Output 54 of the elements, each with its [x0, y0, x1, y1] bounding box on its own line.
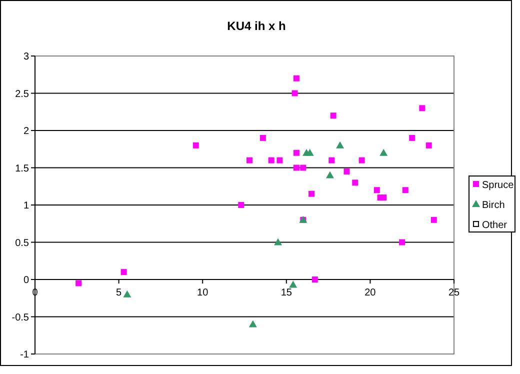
y-tick-label: 2.5 — [15, 88, 30, 100]
y-tick-label: -0.5 — [12, 312, 30, 324]
legend-label: Spruce — [482, 180, 514, 191]
point — [248, 320, 257, 328]
point — [308, 190, 315, 197]
point — [192, 142, 199, 148]
x-tick-label: 25 — [448, 288, 460, 298]
point — [260, 134, 266, 141]
point — [246, 157, 253, 164]
point — [374, 187, 380, 194]
point — [292, 90, 298, 96]
legend-label: Other — [482, 220, 508, 231]
point — [123, 290, 132, 298]
point — [358, 157, 365, 164]
point — [419, 105, 426, 112]
point — [326, 171, 334, 178]
y-tick-label: 0.5 — [15, 238, 30, 249]
point — [328, 157, 335, 164]
point — [409, 134, 416, 141]
point — [380, 194, 387, 201]
point — [312, 276, 318, 282]
x-tick-label: 20 — [364, 288, 376, 298]
point — [336, 141, 344, 148]
point — [380, 148, 388, 156]
point — [306, 148, 314, 156]
y-tick-label: 3 — [23, 52, 30, 62]
point — [330, 112, 336, 119]
y-tick-label: 1.5 — [15, 163, 30, 174]
point — [268, 157, 274, 164]
y-tick-label: 2 — [23, 126, 30, 137]
point — [274, 238, 282, 246]
point — [426, 142, 432, 148]
point — [430, 216, 437, 223]
point — [289, 280, 298, 288]
point — [352, 180, 358, 186]
y-tick-label: -1 — [20, 350, 30, 360]
point — [402, 187, 408, 194]
point — [344, 168, 350, 174]
y-tick-label: 1 — [23, 200, 30, 212]
point — [293, 75, 300, 82]
point — [238, 202, 244, 208]
point — [399, 239, 406, 246]
x-tick-label: 10 — [197, 288, 209, 298]
point — [293, 164, 300, 171]
point — [300, 164, 306, 171]
point — [293, 150, 300, 156]
point — [120, 269, 127, 276]
x-tick-label: 15 — [280, 288, 292, 298]
chart-title: KU4 ih x h — [227, 19, 286, 33]
y-tick-label: 0 — [23, 275, 30, 286]
x-tick-label: 5 — [116, 288, 122, 298]
legend-label: Birch — [482, 200, 505, 211]
point — [76, 280, 82, 286]
point — [276, 157, 283, 164]
